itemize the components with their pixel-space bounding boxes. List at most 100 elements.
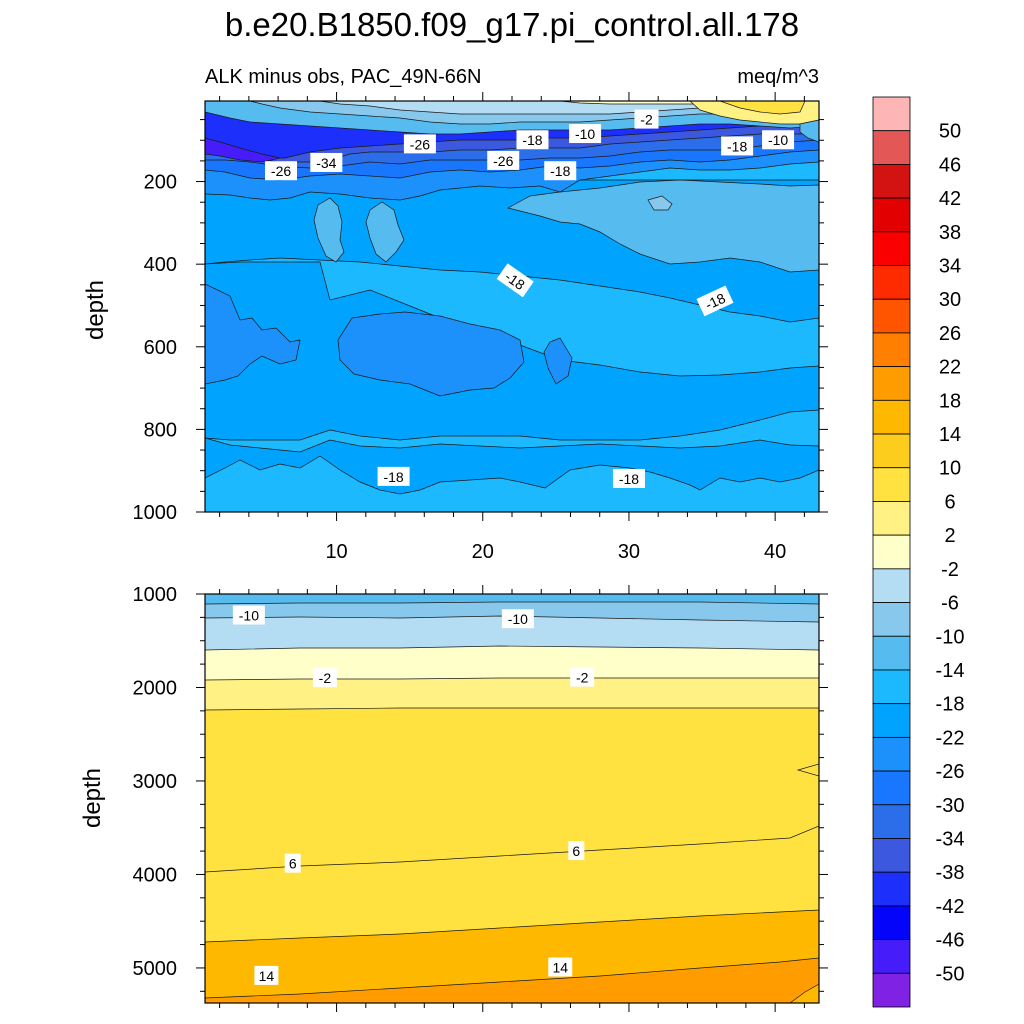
colorbar-label: 34 [939, 256, 961, 278]
colorbar-swatch [872, 231, 911, 266]
contour-label: -18 [612, 468, 645, 488]
y-tick-label: 4000 [133, 864, 178, 886]
lower-fill-corner [789, 983, 819, 1003]
colorbar-swatch [872, 939, 911, 974]
contour-label-box [501, 609, 534, 629]
colorbar-label: 2 [944, 525, 955, 547]
contour-label: -10 [569, 124, 602, 144]
lower-fill-wedge [796, 763, 819, 777]
y-tick-label: 3000 [133, 771, 178, 793]
lower-contour-field [205, 594, 819, 1003]
colorbar-swatch [872, 669, 911, 705]
colorbar-label: -30 [936, 795, 965, 817]
colorbar-swatch [872, 635, 911, 671]
lower-panel: 1000 2000 3000 4000 5000 -10 -10 -2 -2 6 6 14 14 de… [79, 584, 828, 1012]
chart-subtitle-left: ALK minus obs, PAC_49N-66N [205, 66, 481, 88]
colorbar-label: -14 [936, 660, 965, 682]
colorbar-label: 22 [939, 357, 961, 379]
colorbar-swatch [872, 736, 911, 772]
colorbar-label: 26 [939, 323, 961, 345]
upper-fill-top-yellow2 [719, 101, 806, 115]
colorbar-swatch [872, 871, 911, 907]
colorbar-swatch [872, 770, 911, 806]
x-tick-label: 30 [618, 541, 640, 563]
colorbar-swatch [872, 164, 911, 199]
contour-label: -10 [501, 609, 534, 629]
contour-label-text: -18 [383, 469, 403, 485]
contour-label-text: -2 [319, 670, 332, 686]
colorbar-swatch [872, 433, 911, 469]
contour-label-text: -34 [316, 155, 336, 171]
lower-ylabel: depth [79, 768, 106, 828]
contour-label: 14 [254, 965, 279, 985]
colorbar-label: 38 [939, 222, 961, 244]
upper-fill-east-edge [799, 119, 819, 143]
contour-label: -26 [265, 161, 298, 181]
contour-label: -2 [634, 109, 659, 129]
contour-label: -10 [762, 130, 795, 150]
contour-label: -34 [310, 152, 343, 172]
upper-contour-labels: -26 -18 -10-2-18 -10-34 -26-26 -18-18-18-18 -1… [265, 109, 795, 488]
upper-fill-lobe-center [337, 311, 525, 397]
colorbar-swatch [872, 602, 911, 637]
colorbar-label: 18 [939, 390, 961, 412]
colorbar-label: 14 [939, 424, 961, 446]
contour-label: -18 [721, 136, 754, 156]
contour-label-box [570, 667, 595, 687]
upper-fill-lobe-west [205, 283, 301, 385]
colorbar-label: -6 [941, 593, 959, 615]
contour-label-text: -18 [619, 471, 639, 487]
contour-label-text: -10 [575, 126, 595, 142]
upper-fill-small-patch [647, 195, 673, 211]
chart-title: b.e20.B1850.f09_g17.pi_control.all.178 [225, 6, 799, 43]
y-tick-label: 800 [144, 419, 177, 441]
x-tick-label: 20 [472, 541, 494, 563]
contour-label-text: -2 [640, 112, 653, 128]
y-tick-label: 600 [144, 337, 177, 359]
contour-label-box [265, 161, 298, 181]
contour-label-box [403, 134, 436, 154]
contour-label-text: -18 [550, 163, 570, 179]
contour-label: 14 [548, 957, 573, 977]
contour-label-text: -26 [493, 153, 513, 169]
upper-fill-light-patch-w2 [365, 201, 405, 263]
contour-label-box [284, 853, 301, 873]
colorbar-label: 50 [939, 121, 961, 143]
colorbar-label: 10 [939, 458, 961, 480]
upper-fill-surface-core [205, 137, 281, 163]
upper-fill-bottom-band [205, 437, 819, 495]
contour-label-box [569, 124, 602, 144]
contour-label: -2 [570, 667, 595, 687]
colorbar-label: -10 [936, 626, 965, 648]
contour-label-box [634, 109, 659, 129]
colorbar-swatch [872, 399, 911, 435]
colorbar-swatch [872, 332, 911, 368]
colorbar: 50 46 42 38 34 30 26 22 18 14 10 6 2 -2 -6 -10 -14 -18 -22… [872, 96, 965, 1008]
lower-fill-m14 [205, 594, 819, 605]
contour-label-box [377, 466, 410, 486]
colorbar-swatch [872, 568, 911, 603]
colorbar-label: 42 [939, 188, 961, 210]
contour-label: -18 [516, 130, 549, 150]
y-tick-label: 400 [144, 254, 177, 276]
contour-label-box [696, 285, 734, 317]
contour-label-text: -26 [271, 163, 291, 179]
contour-label-box [516, 130, 549, 150]
colorbar-label: -42 [936, 896, 965, 918]
x-tick-label: 10 [325, 541, 347, 563]
colorbar-label: 46 [939, 154, 961, 176]
lower-contour-labels: -10 -10 -2 -2 6 6 14 14 [232, 605, 595, 985]
colorbar-label: -2 [941, 559, 959, 581]
contour-label-text: -10 [768, 132, 788, 148]
upper-fill-light-patch-east [507, 179, 819, 273]
contour-label: -10 [232, 605, 265, 625]
contour-label-box [232, 605, 265, 625]
contour-label: -26 [487, 150, 520, 170]
contour-label: -2 [312, 668, 337, 688]
colorbar-swatch [872, 298, 911, 334]
contour-label-box [762, 130, 795, 150]
upper-axis-ticks: 10 20 30 40 200 400 600 800 1000 [133, 92, 828, 563]
y-tick-label: 1000 [133, 502, 178, 524]
contour-label-text: 14 [552, 959, 568, 975]
colorbar-swatch [872, 534, 911, 570]
